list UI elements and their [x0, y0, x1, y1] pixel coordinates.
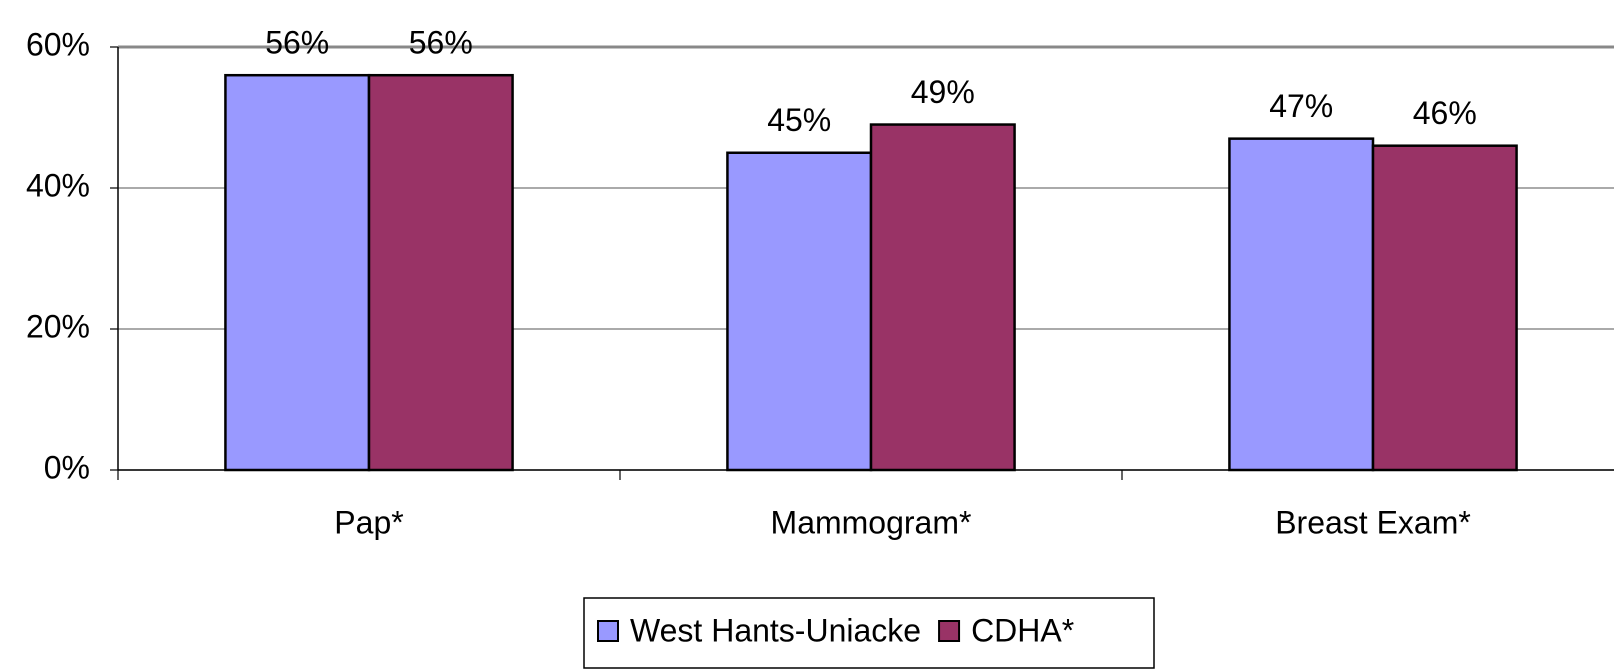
bar	[367, 73, 514, 472]
y-tick-label: 0%	[44, 449, 90, 485]
bar	[1371, 144, 1518, 472]
value-label: 47%	[1269, 88, 1333, 124]
bar	[726, 151, 873, 472]
value-label: 45%	[767, 102, 831, 138]
legend-label: West Hants-Uniacke	[630, 612, 921, 648]
value-label: 56%	[409, 25, 473, 61]
x-tick-label: Pap*	[334, 504, 403, 540]
x-tick-label: Mammogram*	[771, 504, 972, 540]
y-tick-label: 60%	[26, 26, 90, 62]
y-tick-label: 40%	[26, 167, 90, 203]
value-label: 46%	[1413, 95, 1477, 131]
legend: West Hants-Uniacke CDHA*	[583, 597, 1155, 669]
bar	[869, 123, 1016, 472]
value-label: 49%	[911, 74, 975, 110]
value-label: 56%	[265, 25, 329, 61]
legend-box	[583, 597, 1155, 669]
legend-label: CDHA*	[971, 612, 1074, 648]
bar	[224, 73, 371, 472]
bar	[1228, 137, 1375, 472]
legend-swatch	[597, 620, 619, 642]
y-tick-label: 20%	[26, 308, 90, 344]
x-tick-label: Breast Exam*	[1275, 504, 1471, 540]
legend-swatch	[938, 620, 961, 642]
